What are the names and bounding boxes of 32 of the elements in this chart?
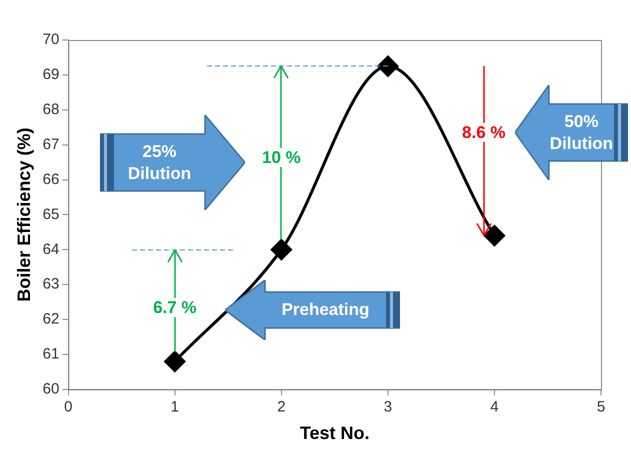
annotation: Preheating xyxy=(280,299,370,321)
x-tick-label: 4 xyxy=(490,398,499,416)
arrow-callout: Preheating xyxy=(225,280,400,340)
annotation: 10 % xyxy=(260,148,303,167)
y-tick-label: 68 xyxy=(42,101,60,118)
y-tick-label: 70 xyxy=(42,31,60,48)
arrow-callout: 25% Dilution xyxy=(100,115,245,210)
y-tick-label: 69 xyxy=(42,66,60,84)
y-tick-label: 67 xyxy=(42,136,60,153)
annotation: 25% Dilution xyxy=(126,140,192,184)
point xyxy=(377,56,398,77)
x-tick-label: 5 xyxy=(596,398,606,416)
y-tick-label: 60 xyxy=(42,380,60,398)
y-tick-label: 61 xyxy=(42,346,60,363)
x-axis-title: Test No. xyxy=(300,423,370,444)
x-tick-label: 1 xyxy=(170,398,179,416)
point xyxy=(270,239,292,260)
point xyxy=(484,225,505,246)
y-tick-label: 65 xyxy=(42,206,60,223)
point xyxy=(164,350,186,372)
y-axis-title: Boiler Efficiency (%) xyxy=(14,128,34,302)
annotation: 8.6 % xyxy=(460,123,508,142)
annotation: 50% Dilution xyxy=(548,110,614,154)
y-tick-label: 64 xyxy=(42,240,60,258)
x-tick-label: 3 xyxy=(384,398,392,416)
x-tick-label: 0 xyxy=(64,398,72,416)
y-tick-label: 66 xyxy=(42,170,60,188)
x-tick-label: 2 xyxy=(277,398,286,416)
annotation: 6.7 % xyxy=(151,298,199,318)
arrow-callout: 50% Dilution xyxy=(515,85,628,180)
y-tick-label: 62 xyxy=(42,310,60,328)
y-tick-label: 63 xyxy=(42,276,60,293)
